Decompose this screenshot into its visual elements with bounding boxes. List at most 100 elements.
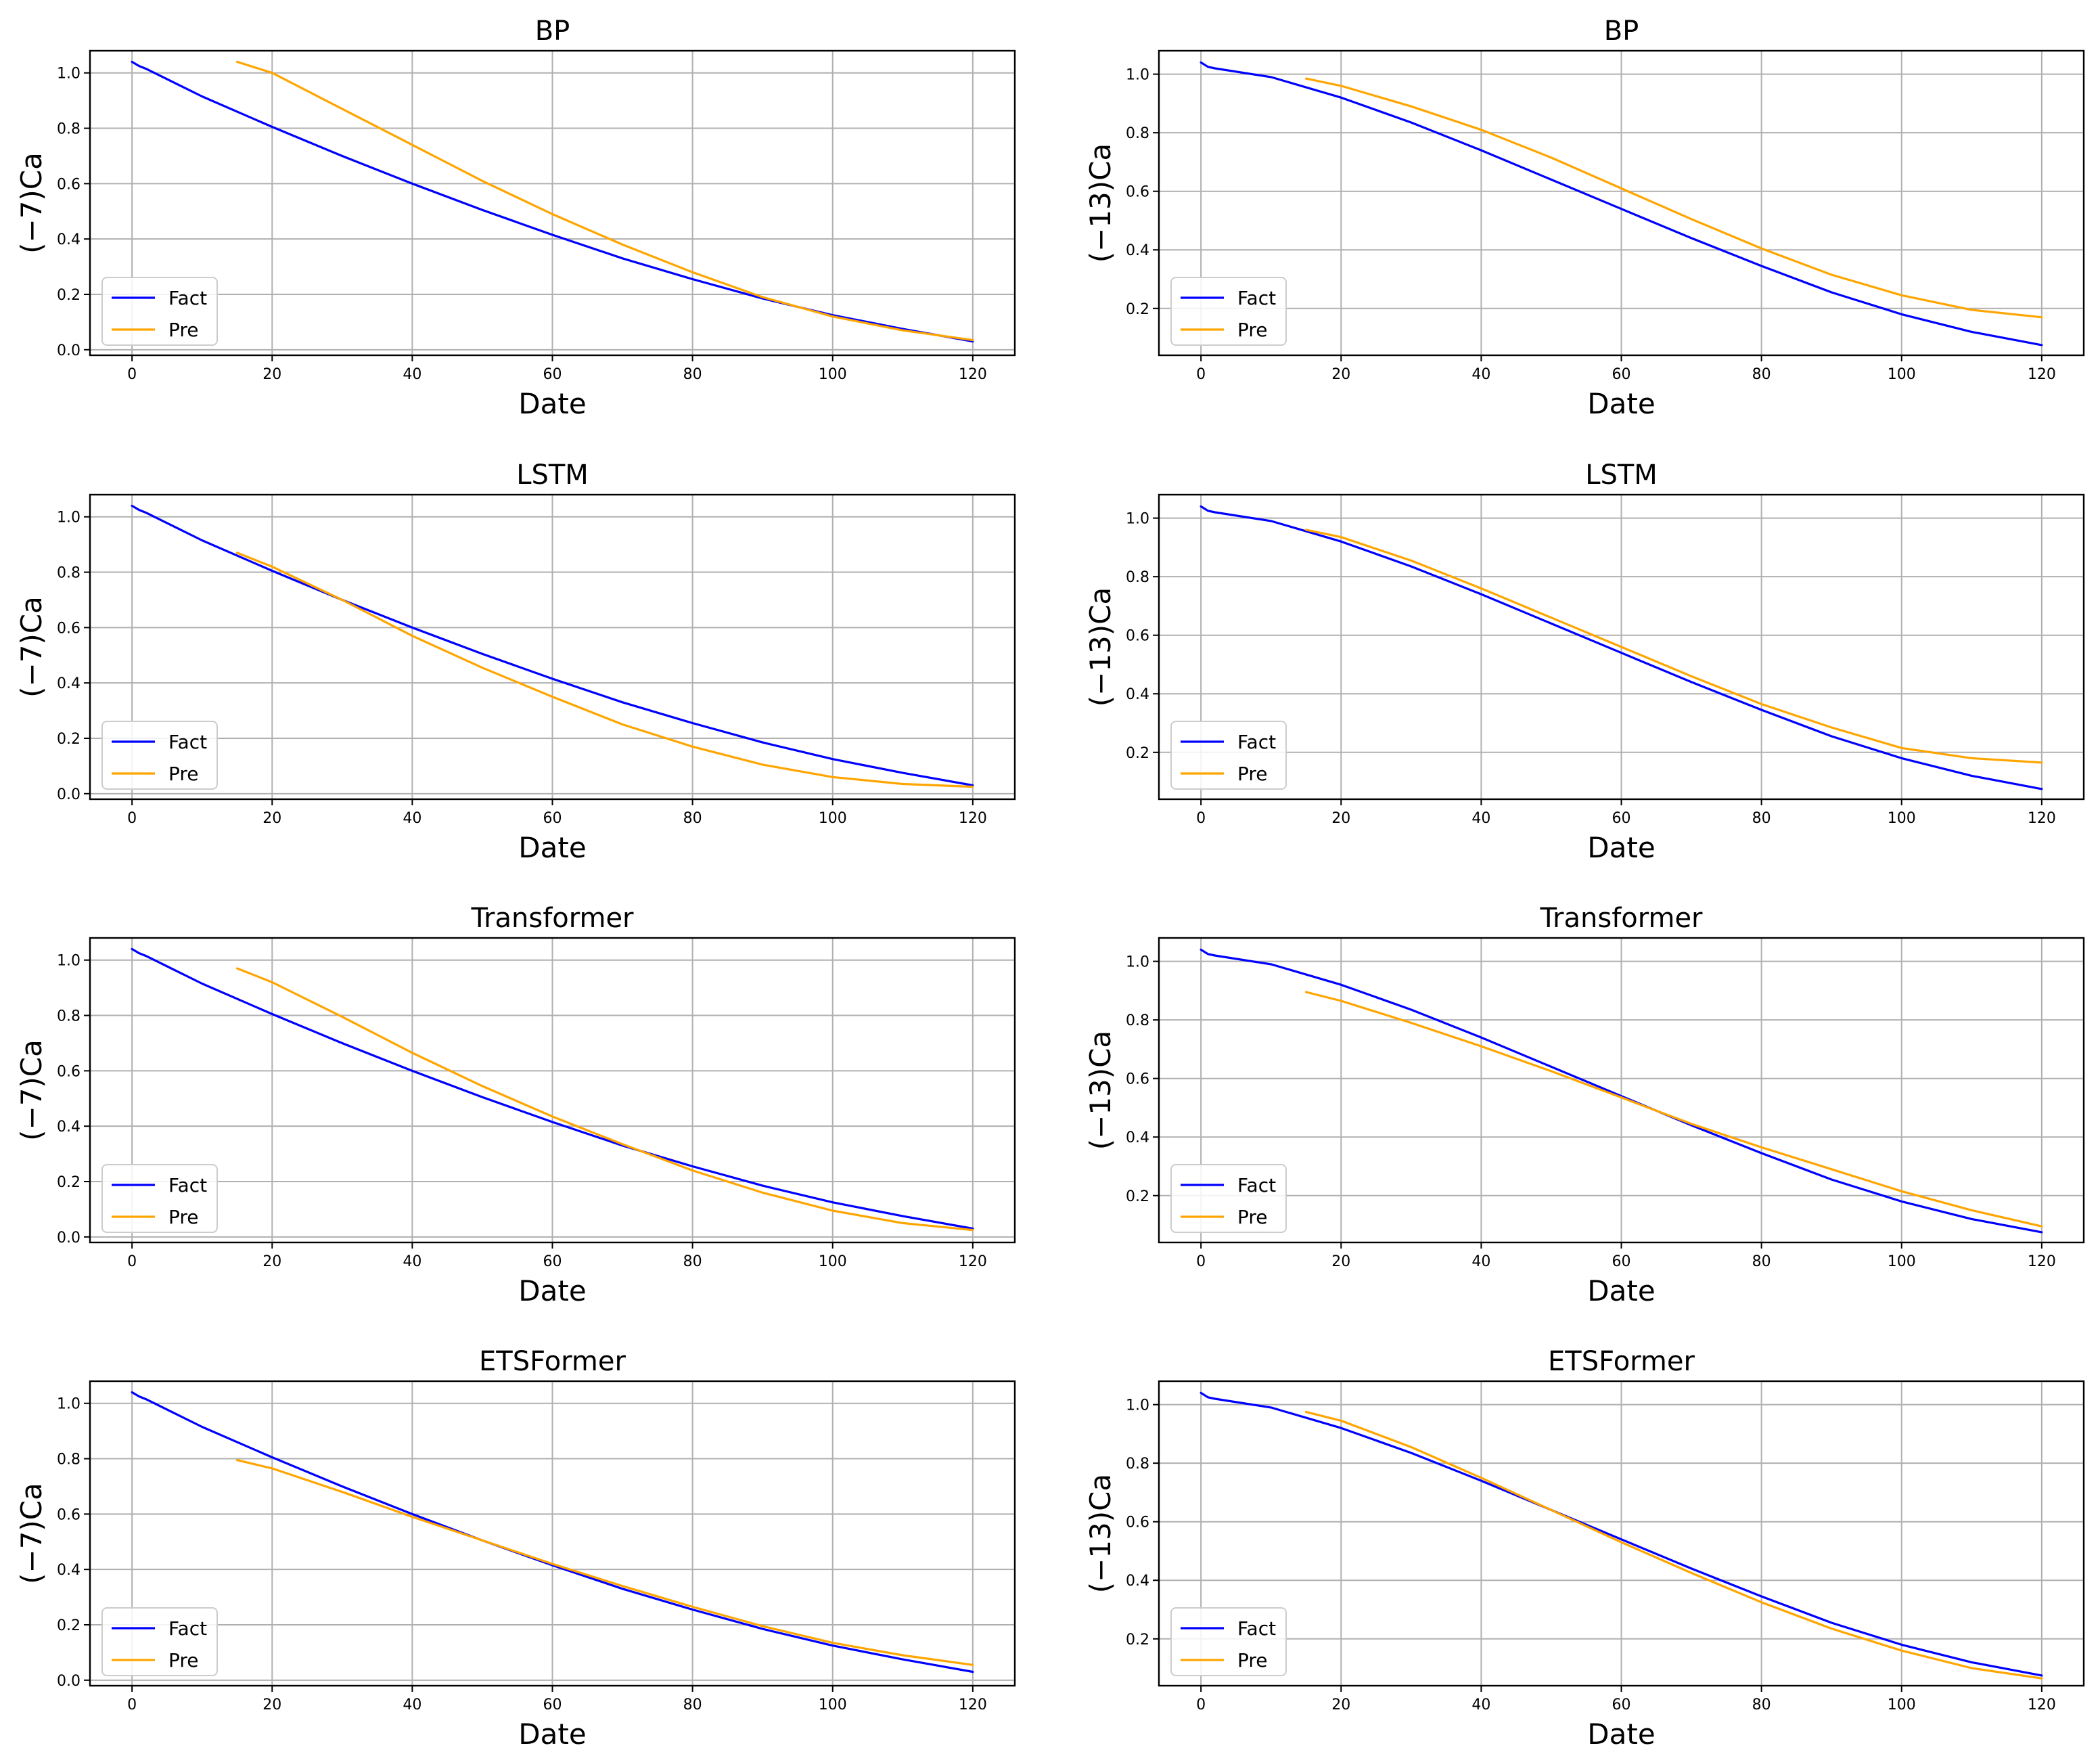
x-tick-label: 40 xyxy=(403,810,421,827)
legend-label-pre: Pre xyxy=(1237,763,1268,785)
chart-panel: 0 20 40 60 80 100 120 0.2 0.4 0.6 0.8 1.0 LSTM Date (−… xyxy=(1084,459,2085,864)
y-tick-label: 0.4 xyxy=(57,675,81,692)
legend-label-pre: Pre xyxy=(168,1649,199,1672)
chart-panel: 0 20 40 60 80 100 120 0.2 0.4 0.6 0.8 1.0 Transforme… xyxy=(1084,903,2085,1307)
y-tick-label: 0.0 xyxy=(57,1230,81,1247)
chart-panel: 0 20 40 60 80 100 120 0.2 0.4 0.6 0.8 1.0 BP Date (−13… xyxy=(1084,16,2085,420)
x-axis-label: Date xyxy=(518,1718,586,1750)
x-tick-label: 120 xyxy=(2028,1253,2056,1270)
x-tick-label: 80 xyxy=(1752,366,1771,383)
y-tick-label: 0.8 xyxy=(1126,125,1149,142)
x-tick-label: 100 xyxy=(819,810,847,827)
legend-box xyxy=(1170,721,1287,790)
chart-panel: 0 20 40 60 80 100 120 0.0 0.2 0.4 0.6 0.8 1.0 BP Date (… xyxy=(15,16,1016,420)
x-tick-label: 0 xyxy=(127,1253,137,1270)
legend-box xyxy=(101,1607,218,1676)
x-tick-label: 40 xyxy=(1471,1697,1490,1713)
series-line-fact xyxy=(131,947,974,1230)
x-tick-label: 40 xyxy=(1471,1253,1490,1270)
y-tick-label: 0.8 xyxy=(57,1452,81,1468)
y-tick-label: 0.6 xyxy=(1126,1071,1149,1088)
y-tick-label: 0.4 xyxy=(1126,686,1149,703)
x-tick-label: 60 xyxy=(543,810,562,827)
x-axis-label: Date xyxy=(518,387,586,420)
y-tick-label: 0.0 xyxy=(57,786,81,803)
y-tick-label: 1.0 xyxy=(57,510,81,526)
chart-title: Transformer xyxy=(470,903,634,934)
y-axis-label: (−7)Ca xyxy=(15,152,48,254)
series-line-pre xyxy=(1304,529,2043,764)
y-tick-label: 1.0 xyxy=(1126,954,1149,971)
y-tick-label: 0.6 xyxy=(1126,1515,1149,1531)
x-tick-label: 80 xyxy=(683,1253,702,1270)
y-tick-label: 1.0 xyxy=(1126,67,1149,84)
y-tick-label: 0.4 xyxy=(57,1562,81,1579)
x-tick-label: 20 xyxy=(1331,1253,1350,1270)
x-tick-label: 100 xyxy=(819,1697,847,1713)
series-line-fact xyxy=(131,504,974,787)
legend-box xyxy=(101,721,218,790)
x-tick-label: 0 xyxy=(1196,1253,1206,1270)
series-line-pre xyxy=(235,60,974,342)
y-tick-label: 0.8 xyxy=(57,1008,81,1025)
y-axis-label: (−13)Ca xyxy=(1084,1031,1117,1150)
x-tick-label: 20 xyxy=(1331,1697,1350,1713)
legend-label-pre: Pre xyxy=(1237,1649,1268,1672)
y-tick-label: 0.6 xyxy=(1126,184,1149,201)
legend-box xyxy=(101,277,218,346)
y-tick-label: 1.0 xyxy=(57,953,81,970)
y-axis-label: (−13)Ca xyxy=(1084,587,1117,706)
y-tick-label: 0.2 xyxy=(57,731,81,748)
x-tick-label: 100 xyxy=(1888,1253,1916,1270)
legend-label-pre: Pre xyxy=(168,1206,199,1228)
y-tick-label: 1.0 xyxy=(1126,511,1149,528)
legend-label-fact: Fact xyxy=(168,731,207,753)
series-line-pre xyxy=(1304,991,2043,1228)
x-axis-label: Date xyxy=(1587,831,1655,864)
x-tick-label: 80 xyxy=(1752,1697,1771,1713)
y-tick-label: 0.4 xyxy=(1126,1573,1149,1590)
x-tick-label: 60 xyxy=(1612,366,1631,383)
x-tick-label: 60 xyxy=(1612,1697,1631,1713)
x-tick-label: 20 xyxy=(1331,366,1350,383)
y-tick-label: 0.2 xyxy=(57,287,81,304)
y-tick-label: 0.8 xyxy=(1126,569,1149,586)
y-tick-label: 0.8 xyxy=(1126,1012,1149,1029)
x-axis-label: Date xyxy=(1587,1274,1655,1307)
x-tick-label: 60 xyxy=(543,1253,562,1270)
legend-label-fact: Fact xyxy=(168,287,207,309)
y-tick-label: 0.6 xyxy=(1126,628,1149,645)
x-tick-label: 120 xyxy=(959,1697,987,1713)
x-tick-label: 80 xyxy=(683,1697,702,1713)
chart-title: BP xyxy=(535,16,570,47)
x-tick-label: 120 xyxy=(2028,366,2056,383)
y-tick-label: 0.6 xyxy=(57,620,81,637)
x-tick-label: 20 xyxy=(262,1697,281,1713)
x-tick-label: 20 xyxy=(262,366,281,383)
y-tick-label: 0.0 xyxy=(57,342,81,359)
y-tick-label: 0.6 xyxy=(57,1063,81,1080)
y-tick-label: 0.2 xyxy=(57,1617,81,1634)
y-tick-label: 0.8 xyxy=(1126,1456,1149,1473)
chart-title: LSTM xyxy=(1585,459,1658,491)
legend-label-pre: Pre xyxy=(168,763,199,785)
x-tick-label: 40 xyxy=(403,366,421,383)
x-axis-label: Date xyxy=(1587,1718,1655,1750)
y-tick-label: 0.2 xyxy=(1126,1188,1149,1205)
x-tick-label: 120 xyxy=(959,1253,987,1270)
x-tick-label: 120 xyxy=(2028,1697,2056,1713)
x-tick-label: 60 xyxy=(1612,1253,1631,1270)
x-tick-label: 20 xyxy=(1331,810,1350,827)
y-tick-label: 0.4 xyxy=(1126,1129,1149,1146)
y-axis-label: (−7)Ca xyxy=(15,1039,48,1141)
y-axis-label: (−7)Ca xyxy=(15,1483,48,1584)
y-axis-label: (−13)Ca xyxy=(1084,1474,1117,1593)
legend-label-fact: Fact xyxy=(1237,1617,1276,1640)
x-tick-label: 60 xyxy=(543,366,562,383)
x-tick-label: 0 xyxy=(1196,366,1206,383)
legend-label-fact: Fact xyxy=(1237,731,1276,753)
x-tick-label: 100 xyxy=(819,1253,847,1270)
chart-panel: 0 20 40 60 80 100 120 0.0 0.2 0.4 0.6 0.8 1.0 LSTM Dat… xyxy=(15,459,1016,864)
legend-label-pre: Pre xyxy=(1237,319,1268,341)
